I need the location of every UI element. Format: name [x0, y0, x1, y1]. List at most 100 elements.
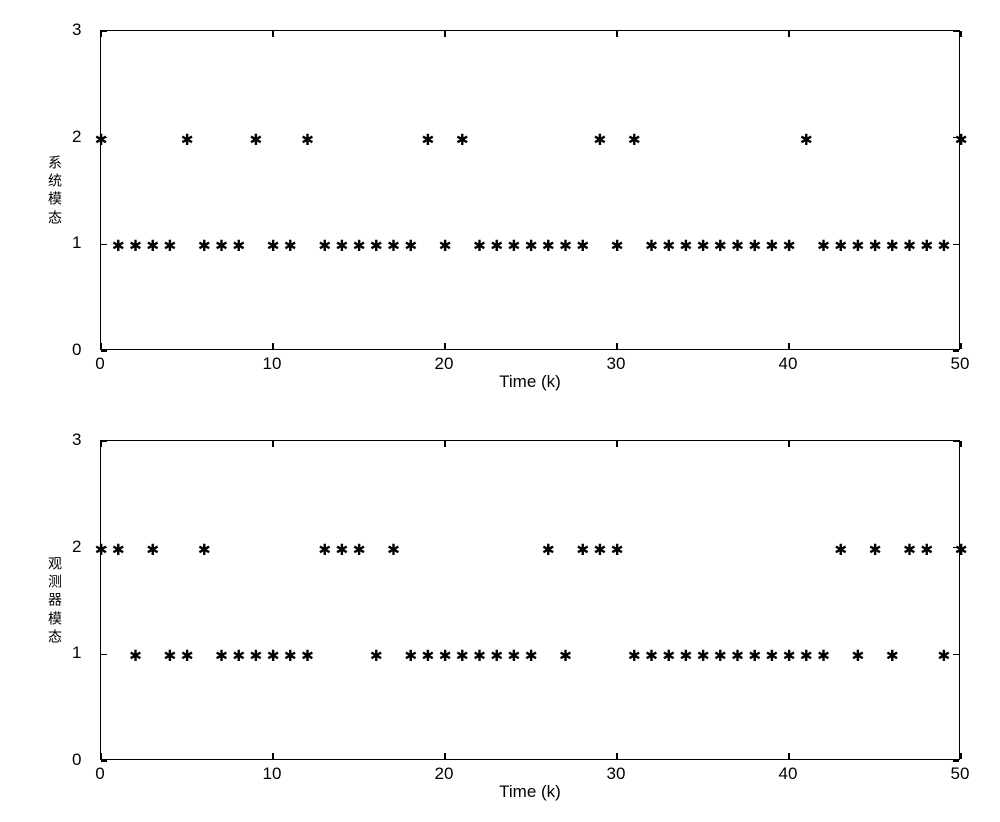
- data-marker: ✱: [697, 234, 709, 254]
- data-marker: ✱: [147, 538, 159, 558]
- xtick-label: 30: [607, 354, 626, 374]
- data-marker: ✱: [766, 644, 778, 664]
- data-marker: ✱: [817, 234, 829, 254]
- xtick-label: 10: [263, 354, 282, 374]
- data-marker: ✱: [456, 128, 468, 148]
- data-marker: ✱: [336, 538, 348, 558]
- data-marker: ✱: [353, 538, 365, 558]
- data-marker: ✱: [250, 644, 262, 664]
- data-marker: ✱: [903, 234, 915, 254]
- xlabel-top: Time (k): [100, 372, 960, 392]
- data-marker: ✱: [284, 644, 296, 664]
- data-marker: ✱: [938, 644, 950, 664]
- data-marker: ✱: [645, 234, 657, 254]
- ytick-label: 1: [72, 643, 81, 663]
- data-marker: ✱: [835, 538, 847, 558]
- data-marker: ✱: [164, 234, 176, 254]
- data-marker: ✱: [921, 538, 933, 558]
- data-marker: ✱: [577, 234, 589, 254]
- data-marker: ✱: [405, 644, 417, 664]
- ytick-label: 1: [72, 233, 81, 253]
- data-marker: ✱: [473, 644, 485, 664]
- data-marker: ✱: [112, 538, 124, 558]
- xtick-label: 30: [607, 764, 626, 784]
- data-marker: ✱: [284, 234, 296, 254]
- data-marker: ✱: [800, 644, 812, 664]
- data-marker: ✱: [129, 234, 141, 254]
- ylabel-top: 系统模态: [45, 154, 65, 227]
- data-marker: ✱: [95, 128, 107, 148]
- ytick-label: 0: [72, 340, 81, 360]
- data-marker: ✱: [663, 644, 675, 664]
- data-marker: ✱: [903, 538, 915, 558]
- data-marker: ✱: [473, 234, 485, 254]
- xtick-label: 0: [95, 764, 104, 784]
- xlabel-bottom: Time (k): [100, 782, 960, 802]
- data-marker: ✱: [422, 644, 434, 664]
- xtick-label: 20: [435, 764, 454, 784]
- data-marker: ✱: [680, 644, 692, 664]
- data-marker: ✱: [508, 644, 520, 664]
- data-marker: ✱: [611, 538, 623, 558]
- plot-area-bottom: ✱✱✱✱✱✱✱✱✱✱✱✱✱✱✱✱✱✱✱✱✱✱✱✱✱✱✱✱✱✱✱✱✱✱✱✱✱✱✱✱…: [100, 440, 960, 760]
- data-marker: ✱: [181, 128, 193, 148]
- data-marker: ✱: [267, 644, 279, 664]
- data-marker: ✱: [714, 234, 726, 254]
- ytick-label: 2: [72, 537, 81, 557]
- data-marker: ✱: [215, 644, 227, 664]
- data-marker: ✱: [783, 644, 795, 664]
- data-marker: ✱: [267, 234, 279, 254]
- data-marker: ✱: [95, 538, 107, 558]
- xtick-label: 50: [951, 354, 970, 374]
- data-marker: ✱: [749, 644, 761, 664]
- data-marker: ✱: [250, 128, 262, 148]
- data-marker: ✱: [422, 128, 434, 148]
- ytick-label: 3: [72, 20, 81, 40]
- xtick-label: 40: [779, 764, 798, 784]
- data-marker: ✱: [181, 644, 193, 664]
- data-marker: ✱: [439, 644, 451, 664]
- data-marker: ✱: [869, 234, 881, 254]
- data-marker: ✱: [387, 234, 399, 254]
- data-marker: ✱: [852, 644, 864, 664]
- data-marker: ✱: [525, 234, 537, 254]
- data-marker: ✱: [628, 128, 640, 148]
- data-marker: ✱: [233, 234, 245, 254]
- data-marker: ✱: [766, 234, 778, 254]
- data-marker: ✱: [886, 234, 898, 254]
- data-marker: ✱: [886, 644, 898, 664]
- data-marker: ✱: [628, 644, 640, 664]
- data-marker: ✱: [697, 644, 709, 664]
- figure-container: ✱✱✱✱✱✱✱✱✱✱✱✱✱✱✱✱✱✱✱✱✱✱✱✱✱✱✱✱✱✱✱✱✱✱✱✱✱✱✱✱…: [20, 20, 980, 802]
- xtick-label: 0: [95, 354, 104, 374]
- data-marker: ✱: [680, 234, 692, 254]
- data-marker: ✱: [542, 538, 554, 558]
- data-marker: ✱: [783, 234, 795, 254]
- data-marker: ✱: [731, 234, 743, 254]
- data-marker: ✱: [955, 128, 967, 148]
- xtick-label: 10: [263, 764, 282, 784]
- data-marker: ✱: [645, 644, 657, 664]
- ytick-label: 3: [72, 430, 81, 450]
- data-marker: ✱: [852, 234, 864, 254]
- data-marker: ✱: [714, 644, 726, 664]
- data-marker: ✱: [869, 538, 881, 558]
- data-marker: ✱: [938, 234, 950, 254]
- data-marker: ✱: [387, 538, 399, 558]
- data-marker: ✱: [370, 644, 382, 664]
- xtick-label: 40: [779, 354, 798, 374]
- data-marker: ✱: [215, 234, 227, 254]
- ylabel-bottom: 观测器模态: [45, 555, 65, 646]
- data-marker: ✱: [542, 234, 554, 254]
- data-marker: ✱: [112, 234, 124, 254]
- data-marker: ✱: [147, 234, 159, 254]
- xtick-label: 50: [951, 764, 970, 784]
- subplot-observer-mode: ✱✱✱✱✱✱✱✱✱✱✱✱✱✱✱✱✱✱✱✱✱✱✱✱✱✱✱✱✱✱✱✱✱✱✱✱✱✱✱✱…: [100, 440, 960, 760]
- data-marker: ✱: [456, 644, 468, 664]
- data-marker: ✱: [921, 234, 933, 254]
- data-marker: ✱: [817, 644, 829, 664]
- data-marker: ✱: [164, 644, 176, 664]
- data-marker: ✱: [835, 234, 847, 254]
- data-marker: ✱: [319, 538, 331, 558]
- data-marker: ✱: [353, 234, 365, 254]
